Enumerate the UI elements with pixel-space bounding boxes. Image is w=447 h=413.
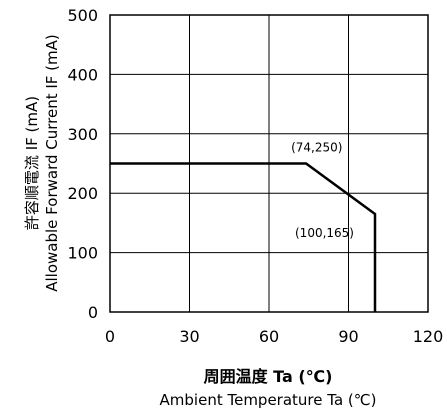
x-tick-label: 90 [338,327,358,346]
series-line-0 [110,162,377,312]
y-tick-label: 400 [67,65,98,84]
series-group [110,162,377,312]
x-tick-labels: 0 30 60 90 120 [105,327,443,346]
y-tick-labels: 0 100 200 300 400 500 [67,6,98,322]
y-axis-label-jp: 許容順電流 IF (mA) [23,96,41,230]
y-tick-label: 0 [88,303,98,322]
y-tick-label: 100 [67,244,98,263]
annotation-label: (100,165) [295,226,354,240]
annotation-label: (74,250) [291,141,342,155]
x-axis-label-jp: 周囲温度 Ta (℃) [204,367,333,386]
y-axis-label-en: Allowable Forward Current IF (mA) [43,34,61,292]
x-tick-label: 60 [259,327,279,346]
x-tick-label: 0 [105,327,115,346]
y-tick-label: 200 [67,184,98,203]
y-tick-label: 300 [67,125,98,144]
annotations: (74,250) (100,165) [291,141,354,240]
grid [110,15,428,312]
y-tick-label: 500 [67,6,98,25]
x-tick-label: 30 [179,327,199,346]
x-tick-label: 120 [413,327,444,346]
x-axis-label-en: Ambient Temperature Ta (℃) [160,391,377,409]
